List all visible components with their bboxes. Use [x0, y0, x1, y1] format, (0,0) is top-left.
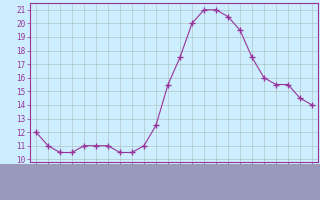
- X-axis label: Windchill (Refroidissement éolien,°C): Windchill (Refroidissement éolien,°C): [65, 179, 283, 190]
